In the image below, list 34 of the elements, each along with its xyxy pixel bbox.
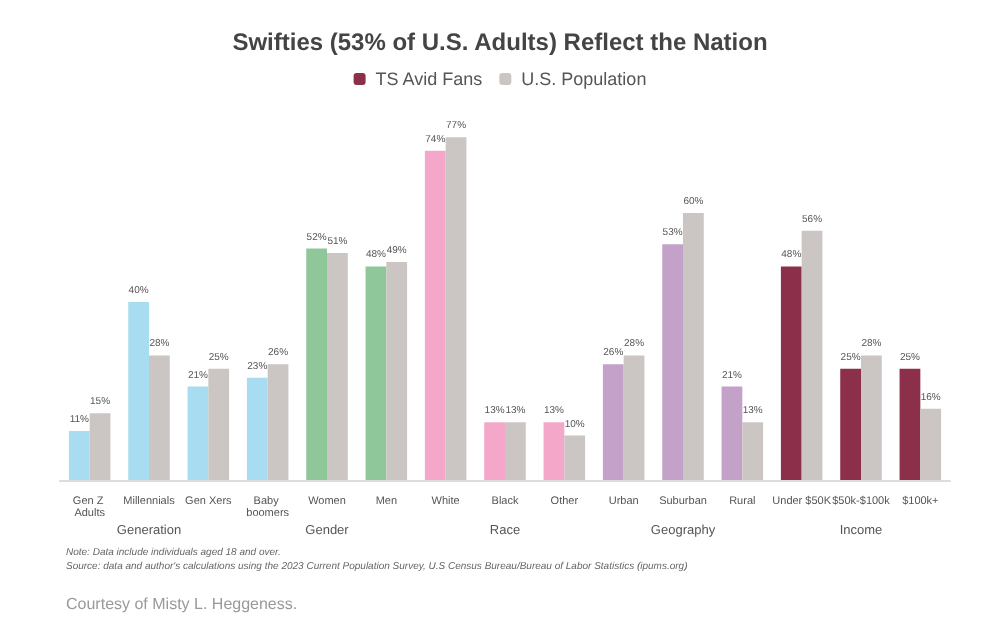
bar — [683, 213, 704, 480]
bar — [128, 302, 149, 480]
bar — [662, 244, 683, 480]
bar — [543, 422, 565, 480]
bar — [89, 413, 111, 480]
legend-label: TS Avid Fans — [375, 69, 484, 89]
bar — [246, 377, 268, 480]
bar — [801, 230, 823, 480]
chart-title: Swifties (53% of U.S. Adults) Reflect the Nation — [232, 28, 768, 56]
text: Courtesy of Misty L. Heggeness. — [66, 595, 298, 613]
bar — [424, 150, 446, 480]
bar — [564, 435, 586, 480]
bar — [602, 364, 624, 480]
bar — [187, 386, 209, 480]
bar — [267, 364, 289, 480]
bar — [365, 266, 387, 480]
bar — [721, 386, 743, 480]
legend-label: U.S. Population — [521, 69, 647, 89]
bar — [840, 368, 861, 480]
bar — [149, 355, 170, 480]
bar — [742, 422, 764, 480]
bar — [861, 355, 882, 480]
bar — [445, 137, 467, 480]
bar — [920, 408, 942, 480]
bar — [780, 266, 802, 480]
bar — [623, 355, 645, 480]
bar — [484, 422, 505, 480]
bar — [208, 368, 230, 480]
bar — [327, 253, 348, 480]
bar — [505, 422, 526, 480]
bar — [899, 368, 921, 480]
bar — [68, 431, 90, 480]
bar — [386, 261, 408, 480]
bar — [306, 248, 327, 480]
